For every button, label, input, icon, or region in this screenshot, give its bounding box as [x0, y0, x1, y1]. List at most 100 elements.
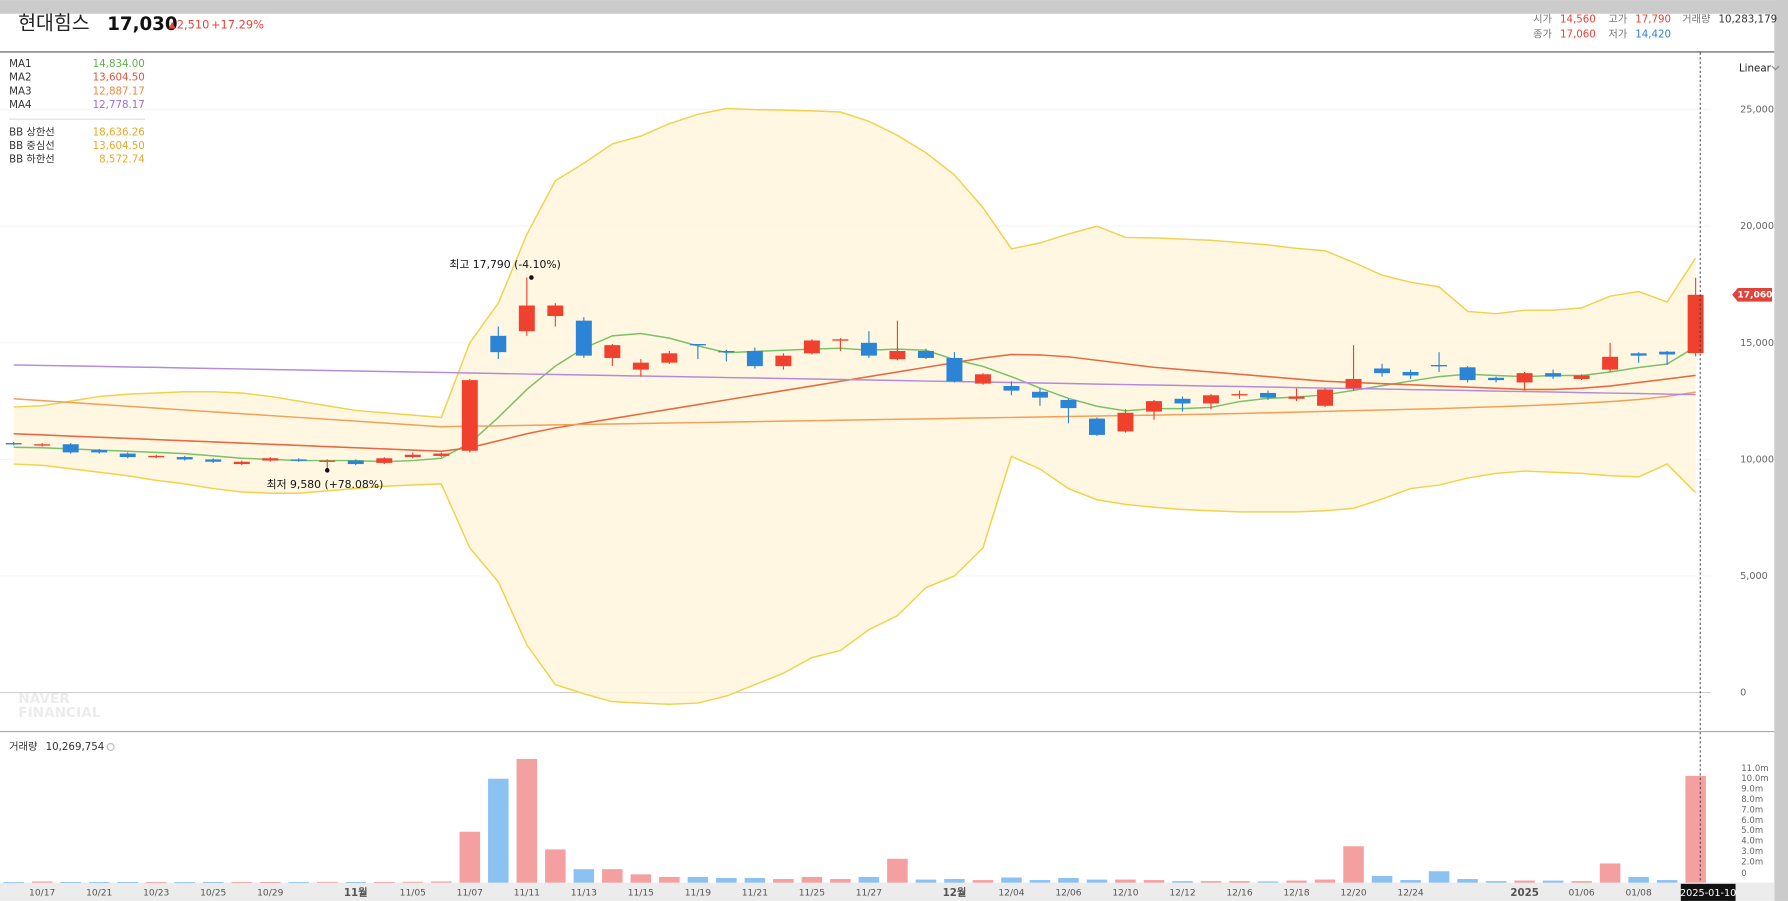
candle-body — [1088, 418, 1105, 435]
high-annotation: 최고 17,790 (-4.10%) — [449, 258, 560, 271]
candle-body — [889, 350, 906, 360]
candle-body — [262, 458, 279, 461]
volume-bar — [1257, 881, 1279, 883]
candle-body — [62, 444, 79, 453]
volume-bar — [459, 831, 481, 883]
volume-total: 10,269,754 — [46, 741, 105, 753]
x-tick-label: 12/06 — [1055, 888, 1081, 898]
legend-value: 8,572.74 — [99, 154, 145, 166]
volume-tick-label: 5.0m — [1741, 826, 1763, 836]
x-tick-label: 11/11 — [514, 888, 540, 898]
candle-body — [433, 453, 450, 456]
candle-body — [319, 460, 336, 462]
volume-bar — [1599, 863, 1621, 883]
volume-bar — [773, 879, 794, 883]
candle-body — [1174, 398, 1191, 404]
indicator-line — [13, 364, 1696, 396]
candle-body — [917, 350, 934, 358]
volume-bar — [516, 758, 538, 883]
volume-bar — [1115, 879, 1136, 883]
volume-bar — [231, 881, 253, 883]
volume-bar — [602, 869, 623, 883]
volume-tick-label: 11.0m — [1741, 764, 1768, 774]
y-tick-label: 5,000 — [1740, 571, 1768, 582]
volume-bar — [858, 876, 880, 883]
volume-bar — [31, 881, 53, 883]
candle-body — [946, 357, 963, 382]
candle-body — [1060, 399, 1077, 409]
low-marker — [324, 468, 330, 473]
volume-tick-label: 9.0m — [1741, 785, 1763, 795]
summary-label: 종가 — [1533, 28, 1552, 40]
x-tick-label: 11/15 — [628, 888, 654, 898]
candle-body — [347, 460, 364, 465]
volume-bar — [1571, 881, 1592, 883]
volume-bar — [317, 881, 338, 883]
candle-body — [1003, 385, 1020, 391]
candle-body — [832, 339, 849, 341]
x-tick-label: 12/20 — [1340, 888, 1366, 898]
candle-body — [1345, 378, 1362, 389]
candle-body — [119, 453, 136, 458]
volume-bar — [1428, 871, 1450, 883]
axis-mode-chevron[interactable] — [1771, 65, 1780, 71]
y-tick-label: 10,000 — [1740, 454, 1774, 465]
volume-bar — [915, 879, 937, 883]
summary-value: 17,060 — [1560, 28, 1596, 40]
y-tick-label: 20,000 — [1740, 221, 1774, 232]
indicator-line — [13, 107, 1697, 419]
last-price-tag — [1732, 287, 1773, 302]
x-tick-label: 12/16 — [1226, 888, 1252, 898]
candle-body — [1431, 364, 1448, 367]
candle-body — [461, 380, 478, 451]
candle-body — [1203, 395, 1219, 404]
candle-body — [205, 459, 222, 462]
candle-body — [376, 458, 393, 463]
volume-settings-icon — [106, 742, 115, 751]
axis-mode[interactable]: Linear — [1739, 62, 1772, 74]
volume-bar — [1200, 881, 1222, 883]
volume-bar — [1628, 876, 1649, 883]
candle-body — [1231, 394, 1248, 396]
candle-body — [233, 461, 250, 465]
candle-body — [1402, 371, 1419, 376]
x-tick-label: 10/21 — [86, 888, 112, 898]
candle-body — [176, 457, 193, 460]
volume-bar — [1457, 879, 1478, 883]
candle-body — [1545, 373, 1562, 377]
x-tick-label: 12/12 — [1169, 888, 1195, 898]
volume-bar — [1514, 880, 1535, 883]
volume-bar — [259, 882, 281, 883]
volume-bar — [345, 882, 367, 883]
volume-bar — [687, 876, 709, 883]
candle-body — [518, 305, 535, 332]
legend-name: BB 하한선 — [9, 153, 55, 166]
candle-body — [746, 350, 763, 367]
x-tick-label: 01/08 — [1625, 888, 1651, 898]
frame-top — [0, 0, 1788, 14]
legend-name: BB 상한선 — [9, 126, 55, 138]
candle-body — [1630, 353, 1647, 356]
band-fill — [13, 108, 1696, 705]
candle-body — [290, 459, 307, 461]
volume-tick-label: 8.0m — [1741, 795, 1763, 805]
candle-body — [1317, 389, 1334, 406]
volume-tick-label: 7.0m — [1741, 805, 1763, 815]
x-tick-label: 10/29 — [257, 888, 283, 898]
candle-body — [1459, 367, 1476, 381]
watermark: FINANCIAL — [18, 705, 101, 721]
volume-bar — [830, 879, 851, 883]
x-tick-label: 11/25 — [799, 888, 825, 898]
indicator-line — [13, 391, 1696, 428]
candle-body — [1288, 396, 1305, 399]
x-tick-label: 12/04 — [998, 888, 1024, 898]
candle-body — [148, 455, 165, 458]
volume-bar — [1314, 879, 1336, 883]
candle-body — [775, 355, 792, 367]
indicator-line — [13, 455, 1697, 705]
volume-bar — [972, 880, 994, 883]
candle-body — [490, 335, 507, 353]
legend-value: 12,887.17 — [93, 85, 145, 97]
legend-value: 12,778.17 — [93, 99, 145, 111]
volume-bar — [374, 881, 395, 883]
